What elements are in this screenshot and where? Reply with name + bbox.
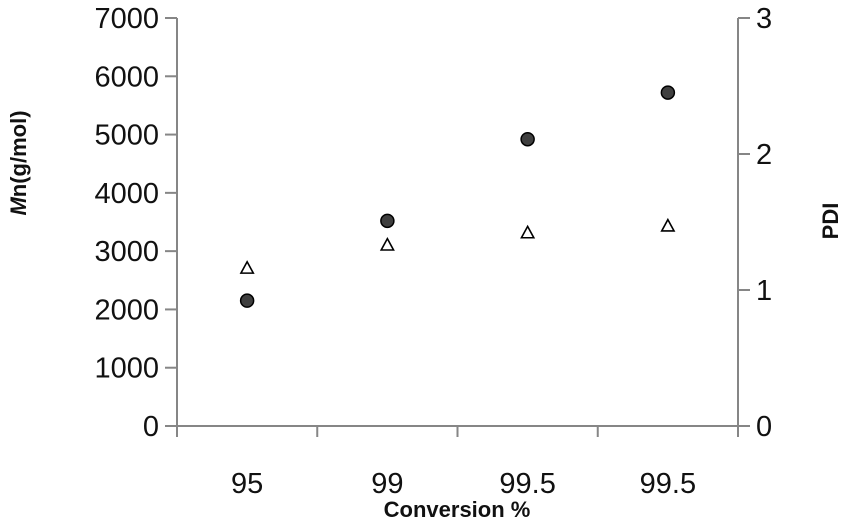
x-tick-label: 99.5 [499,468,555,500]
right-y-tick-label: 3 [756,3,772,35]
left-y-tick-label: 0 [143,411,159,443]
x-axis-ticks [176,426,739,437]
mn-data-point [239,293,255,308]
left-y-tick-label: 7000 [94,3,159,35]
x-tick-label: 95 [231,468,263,500]
series-layer [239,85,676,308]
left-y-tick-label: 1000 [94,353,159,385]
left-y-axis-title-rest: n(g/mol) [6,110,31,197]
left-y-axis-ticks [165,17,177,427]
x-tick-label: 99 [371,468,403,500]
mn-data-point [380,213,395,229]
mn-data-point [660,85,676,100]
pdi-data-point [520,224,536,239]
left-y-axis-title-italic: M [6,197,31,216]
x-axis-tick-labels: 95 99 99.5 99.5 [231,468,696,500]
left-y-axis-title: Mn(g/mol) [6,110,31,215]
pdi-data-point [379,236,395,251]
right-y-tick-label: 2 [756,139,772,171]
right-y-tick-label: 0 [756,411,772,443]
right-y-axis-ticks [738,17,750,427]
left-y-tick-label: 3000 [94,236,159,268]
left-y-tick-label: 5000 [94,120,159,152]
left-y-axis-tick-labels: 0 1000 2000 3000 4000 5000 6000 7000 [94,3,159,443]
x-tick-label: 99.5 [640,468,696,500]
left-y-tick-label: 4000 [94,178,159,210]
left-y-tick-label: 2000 [94,294,159,326]
pdi-data-point [660,217,676,232]
right-y-axis-tick-labels: 0 1 2 3 [756,3,772,443]
mn-data-point [520,131,535,147]
pdi-data-point [239,260,255,274]
right-y-tick-label: 1 [756,275,772,307]
right-y-axis-title: PDI [818,203,843,240]
left-y-tick-label: 6000 [94,61,159,93]
x-axis-title: Conversion % [384,497,531,522]
